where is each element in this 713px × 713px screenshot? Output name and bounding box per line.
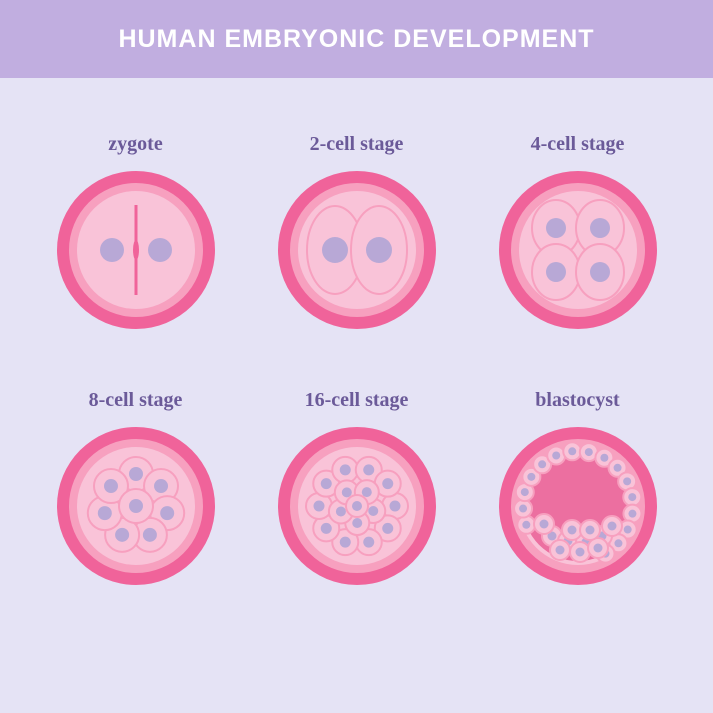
stage-blastocyst: blastocyst: [499, 389, 657, 585]
stage-label: zygote: [108, 133, 162, 156]
stage-diagram-zygote: [57, 171, 215, 329]
stage-four-cell: 4-cell stage: [499, 133, 657, 329]
stage-label: 8-cell stage: [89, 389, 183, 412]
header-band: HUMAN EMBRYONIC DEVELOPMENT: [0, 0, 713, 78]
stage-sixteen-cell: 16-cell stage: [278, 389, 436, 585]
stage-diagram-two-cell: [278, 171, 436, 329]
page-title: HUMAN EMBRYONIC DEVELOPMENT: [118, 25, 594, 54]
stage-eight-cell: 8-cell stage: [57, 389, 215, 585]
stage-label: blastocyst: [535, 389, 619, 412]
infographic-page: HUMAN EMBRYONIC DEVELOPMENT zygote 2-cel…: [0, 0, 713, 713]
stage-diagram-sixteen-cell: [278, 427, 436, 585]
stage-two-cell: 2-cell stage: [278, 133, 436, 329]
stage-label: 2-cell stage: [310, 133, 404, 156]
stage-diagram-blastocyst: [499, 427, 657, 585]
stage-diagram-eight-cell: [57, 427, 215, 585]
stage-zygote: zygote: [57, 133, 215, 329]
stage-label: 16-cell stage: [305, 389, 409, 412]
stage-diagram-four-cell: [499, 171, 657, 329]
stages-grid: zygote 2-cell stage 4-cell stage 8-cell …: [0, 78, 713, 625]
stage-label: 4-cell stage: [531, 133, 625, 156]
